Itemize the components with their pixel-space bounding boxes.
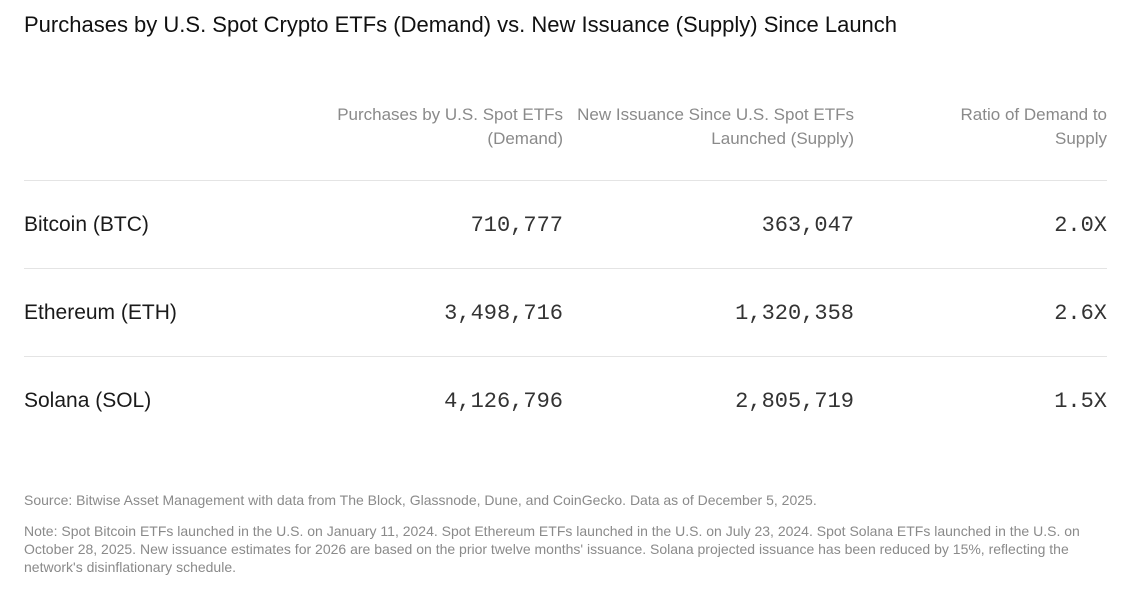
- cell-supply: 2,805,719: [735, 389, 854, 414]
- cell-ratio: 1.5X: [1054, 389, 1107, 414]
- column-header-supply: New Issuance Since U.S. Spot ETFs Launch…: [577, 105, 854, 148]
- cell-supply: 1,320,358: [735, 301, 854, 326]
- cell-ratio: 2.0X: [1054, 213, 1107, 238]
- source-note: Source: Bitwise Asset Management with da…: [24, 492, 817, 508]
- data-table: Purchases by U.S. Spot ETFs (Demand) New…: [24, 103, 1107, 444]
- table-row: Ethereum (ETH) 3,498,716 1,320,358 2.6X: [24, 269, 1107, 357]
- cell-supply: 363,047: [761, 213, 854, 238]
- cell-demand: 4,126,796: [444, 389, 563, 414]
- table-row: Solana (SOL) 4,126,796 2,805,719 1.5X: [24, 357, 1107, 444]
- table-header-row: Purchases by U.S. Spot ETFs (Demand) New…: [24, 103, 1107, 181]
- row-label: Bitcoin (BTC): [24, 213, 149, 236]
- footnote: Note: Spot Bitcoin ETFs launched in the …: [24, 523, 1080, 575]
- table-row: Bitcoin (BTC) 710,777 363,047 2.0X: [24, 181, 1107, 269]
- cell-demand: 710,777: [470, 213, 563, 238]
- cell-demand: 3,498,716: [444, 301, 563, 326]
- column-header-demand: Purchases by U.S. Spot ETFs (Demand): [337, 105, 563, 148]
- column-header-ratio: Ratio of Demand to Supply: [960, 105, 1107, 148]
- row-label: Solana (SOL): [24, 389, 152, 412]
- cell-ratio: 2.6X: [1054, 301, 1107, 326]
- chart-title: Purchases by U.S. Spot Crypto ETFs (Dema…: [24, 12, 898, 37]
- row-label: Ethereum (ETH): [24, 301, 177, 324]
